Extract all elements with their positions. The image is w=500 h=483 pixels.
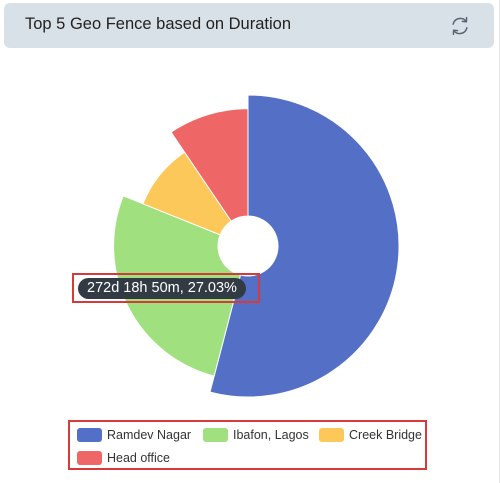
- legend-label: Ibafon, Lagos: [233, 428, 309, 442]
- pie-slice-head-office[interactable]: [170, 108, 249, 222]
- refresh-icon[interactable]: [449, 15, 471, 37]
- legend-item-head-office[interactable]: Head office: [77, 450, 170, 466]
- legend-swatch: [203, 428, 228, 442]
- legend-swatch: [77, 428, 102, 442]
- pie-slice-ramdev-nagar[interactable]: [209, 94, 400, 398]
- pie-chart: [0, 55, 500, 415]
- legend-swatch: [77, 451, 102, 465]
- legend-item-creek-bridge[interactable]: Creek Bridge: [319, 427, 422, 443]
- card-title: Top 5 Geo Fence based on Duration: [25, 15, 292, 33]
- legend-label: Creek Bridge: [349, 428, 422, 442]
- legend-label: Ramdev Nagar: [107, 428, 192, 442]
- legend-swatch: [319, 428, 344, 442]
- card-header: Top 5 Geo Fence based on Duration: [4, 3, 494, 48]
- legend-item-ramdev-nagar[interactable]: Ramdev Nagar: [77, 427, 191, 443]
- pie-chart-svg: [113, 94, 400, 398]
- chart-tooltip: 272d 18h 50m, 27.03%: [78, 278, 246, 299]
- chart-legend: Ramdev Nagar Ibafon, Lagos Creek Bridge …: [68, 420, 427, 470]
- tooltip-highlight: 272d 18h 50m, 27.03%: [72, 273, 260, 303]
- legend-label: Head office: [107, 451, 171, 465]
- legend-item-ibafon-lagos[interactable]: Ibafon, Lagos: [203, 427, 309, 443]
